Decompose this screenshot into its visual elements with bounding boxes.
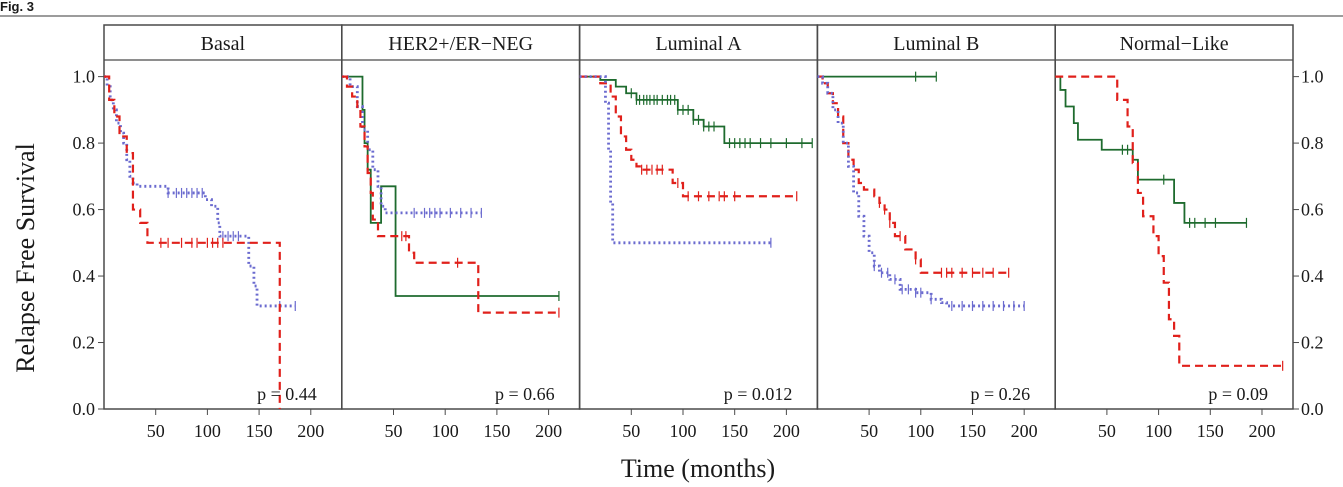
panel-plot — [1055, 75, 1284, 371]
km-curve-solid — [341, 75, 559, 297]
panel-1: Basal 50 100 150 200 0.0 0.2 0.4 0.6 0.8 1.0 p = 0.… — [73, 24, 343, 441]
km-curve-solid — [1055, 75, 1247, 224]
y-tick-label: 1.0 — [1301, 67, 1324, 87]
x-tick-label: 50 — [147, 421, 165, 441]
panel-title: Luminal A — [655, 33, 742, 55]
panel-frame — [1054, 24, 1294, 410]
km-curve-dashed — [104, 75, 281, 409]
y-axis-title: Relapse Free Survival — [11, 143, 40, 373]
x-tick-label: 150 — [246, 421, 273, 441]
x-tick-label: 50 — [622, 421, 640, 441]
x-tick-label: 150 — [959, 421, 986, 441]
p-value-label: p = 0.66 — [495, 384, 555, 404]
km-curve-solid — [579, 75, 813, 144]
y-tick-label: 0.0 — [73, 399, 96, 419]
figure-label: Fig. 3 — [0, 0, 34, 14]
panel-plot — [341, 75, 560, 318]
panel-plot — [817, 71, 1025, 311]
panel-plot — [579, 75, 813, 248]
panel-3: Luminal A 50 100 150 200 p = 0.012 — [578, 24, 819, 441]
x-tick-label: 150 — [1197, 421, 1224, 441]
y-tick-label: 0.8 — [1301, 133, 1324, 153]
panel-5: Normal−Like 50 100 150 200 0.0 0.2 0.4 0.6 0.8 1.0… — [1054, 24, 1324, 441]
x-tick-label: 200 — [1248, 421, 1275, 441]
panel-title: Normal−Like — [1120, 33, 1229, 55]
panels-group: Basal 50 100 150 200 0.0 0.2 0.4 0.6 0.8 1.0 p = 0.… — [73, 24, 1324, 441]
panel-2: HER2+/ER−NEG 50 100 150 200 p = 0.66 — [341, 24, 581, 441]
y-tick-label: 1.0 — [73, 67, 96, 87]
x-tick-label: 100 — [1145, 421, 1172, 441]
km-curve-dotted — [104, 75, 296, 308]
panel-title: Luminal B — [893, 33, 979, 55]
y-tick-label: 0.2 — [73, 333, 96, 353]
panel-title: Basal — [201, 33, 246, 55]
p-value-label: p = 0.09 — [1208, 384, 1268, 404]
x-axis-title: Time (months) — [621, 454, 775, 483]
y-tick-label: 0.2 — [1301, 333, 1324, 353]
x-tick-label: 150 — [721, 421, 748, 441]
x-tick-label: 200 — [773, 421, 800, 441]
x-tick-label: 200 — [535, 421, 562, 441]
p-value-label: p = 0.44 — [257, 384, 317, 404]
y-tick-label: 0.4 — [73, 266, 96, 286]
panel-4: Luminal B 50 100 150 200 p = 0.26 — [816, 24, 1056, 441]
km-curve-dashed — [817, 75, 1009, 274]
y-tick-label: 0.8 — [73, 133, 96, 153]
x-tick-label: 50 — [860, 421, 878, 441]
x-tick-label: 100 — [669, 421, 696, 441]
km-curve-dotted — [341, 75, 482, 215]
x-tick-label: 200 — [1011, 421, 1038, 441]
x-tick-label: 100 — [194, 421, 221, 441]
y-tick-label: 0.4 — [1301, 266, 1324, 286]
panel-title: HER2+/ER−NEG — [388, 33, 533, 55]
km-curve-dashed — [579, 75, 797, 198]
panel-plot — [104, 75, 296, 409]
x-tick-label: 50 — [1098, 421, 1116, 441]
km-curve-dashed — [1055, 75, 1283, 367]
panel-frame — [816, 24, 1056, 410]
p-value-label: p = 0.012 — [724, 384, 793, 404]
x-tick-label: 50 — [384, 421, 402, 441]
y-tick-label: 0.6 — [1301, 200, 1324, 220]
y-tick-label: 0.6 — [73, 200, 96, 220]
x-tick-label: 100 — [907, 421, 934, 441]
p-value-label: p = 0.26 — [971, 384, 1031, 404]
km-curve-dashed — [341, 75, 559, 314]
y-tick-label: 0.0 — [1301, 399, 1324, 419]
x-tick-label: 200 — [297, 421, 324, 441]
x-tick-label: 100 — [432, 421, 459, 441]
x-tick-label: 150 — [483, 421, 510, 441]
